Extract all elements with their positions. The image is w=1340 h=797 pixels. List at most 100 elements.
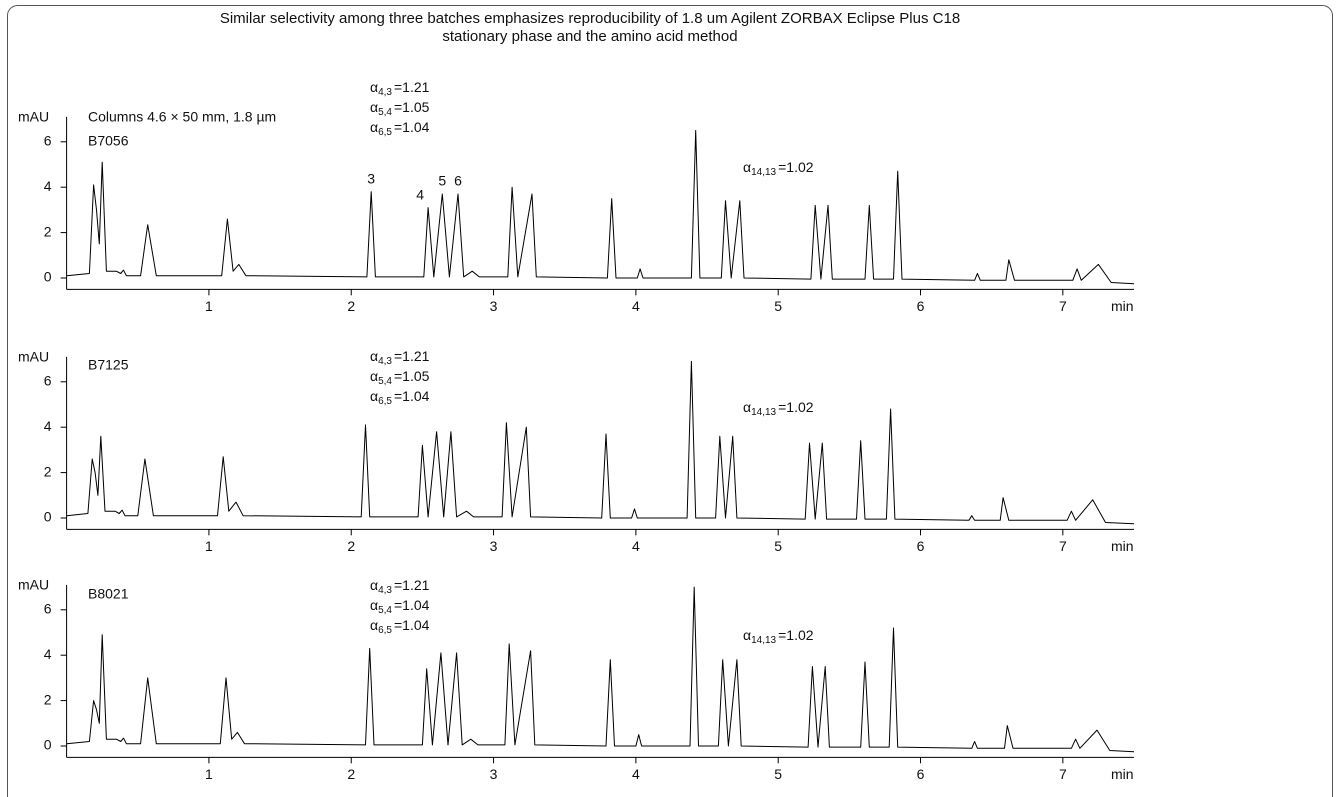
x-tick-label: 7 — [1059, 538, 1067, 554]
alpha-value: =1.02 — [778, 627, 814, 643]
x-tick-label: 4 — [632, 538, 640, 554]
chromatogram-line — [66, 586, 1135, 753]
y-tick-label: 4 — [44, 418, 52, 434]
alpha-symbol: α — [370, 577, 378, 593]
x-tick-label: 5 — [774, 538, 782, 554]
alpha-symbol: α — [370, 99, 378, 115]
alpha-subscript: 5,4 — [378, 107, 392, 118]
selectivity-annotation: α4,3 =1.21 — [370, 577, 430, 596]
selectivity-annotation: α14,13 =1.02 — [743, 627, 814, 646]
x-tick-label: 7 — [1059, 298, 1067, 314]
series-name: B7056 — [88, 133, 129, 149]
x-tick-label: 4 — [632, 766, 640, 782]
x-tick-label: 3 — [490, 766, 498, 782]
alpha-symbol: α — [370, 348, 378, 364]
x-tick-label: 6 — [917, 766, 925, 782]
x-axis-label: min — [1111, 766, 1134, 782]
selectivity-annotation: α5,4 =1.04 — [370, 597, 430, 616]
selectivity-annotation: α6,5 =1.04 — [370, 388, 430, 407]
y-tick-label: 2 — [44, 691, 52, 707]
x-tick-label: 6 — [917, 538, 925, 554]
alpha-symbol: α — [743, 159, 751, 175]
x-tick-label: 1 — [205, 766, 213, 782]
alpha-subscript: 5,4 — [378, 605, 392, 616]
x-tick-label: 4 — [632, 298, 640, 314]
alpha-value: =1.21 — [394, 79, 430, 95]
chart-title: stationary phase and the amino acid meth… — [442, 28, 737, 45]
peak-label: 4 — [416, 186, 424, 202]
y-tick-label: 2 — [44, 463, 52, 479]
alpha-value: =1.04 — [394, 617, 430, 633]
alpha-subscript: 14,13 — [751, 167, 776, 178]
chromatogram-line — [66, 130, 1135, 285]
y-tick-label: 4 — [44, 178, 52, 194]
y-tick-label: 4 — [44, 646, 52, 662]
peak-label: 3 — [367, 170, 375, 186]
peak-label: 6 — [454, 173, 462, 189]
alpha-symbol: α — [743, 627, 751, 643]
selectivity-annotation: α14,13 =1.02 — [743, 399, 814, 418]
selectivity-annotation: α4,3 =1.21 — [370, 348, 430, 367]
x-tick-label: 6 — [917, 298, 925, 314]
alpha-value: =1.02 — [778, 399, 814, 415]
alpha-symbol: α — [370, 388, 378, 404]
y-tick-label: 0 — [44, 269, 52, 285]
x-tick-label: 7 — [1059, 766, 1067, 782]
chart-title: Similar selectivity among three batches … — [220, 10, 960, 27]
x-tick-label: 5 — [774, 766, 782, 782]
column-note: Columns 4.6 × 50 mm, 1.8 µm — [88, 109, 276, 125]
peak-label: 5 — [438, 173, 446, 189]
y-axis-label: mAU — [18, 349, 49, 365]
alpha-value: =1.21 — [394, 348, 430, 364]
alpha-value: =1.05 — [394, 99, 430, 115]
alpha-value: =1.05 — [394, 368, 430, 384]
alpha-value: =1.04 — [394, 119, 430, 135]
y-tick-label: 2 — [44, 223, 52, 239]
alpha-symbol: α — [370, 368, 378, 384]
alpha-subscript: 6,5 — [378, 625, 392, 636]
frame — [7, 5, 1333, 797]
alpha-subscript: 14,13 — [751, 635, 776, 646]
alpha-symbol: α — [370, 119, 378, 135]
alpha-symbol: α — [370, 79, 378, 95]
x-tick-label: 2 — [347, 766, 355, 782]
series-name: B7125 — [88, 357, 129, 373]
selectivity-annotation: α5,4 =1.05 — [370, 368, 430, 387]
alpha-subscript: 14,13 — [751, 407, 776, 418]
x-tick-label: 1 — [205, 298, 213, 314]
alpha-value: =1.02 — [778, 159, 814, 175]
y-tick-label: 0 — [44, 737, 52, 753]
y-tick-label: 6 — [44, 133, 52, 149]
y-tick-label: 6 — [44, 601, 52, 617]
alpha-value: =1.04 — [394, 597, 430, 613]
alpha-subscript: 4,3 — [378, 87, 392, 98]
alpha-value: =1.04 — [394, 388, 430, 404]
alpha-subscript: 4,3 — [378, 585, 392, 596]
selectivity-annotation: α14,13 =1.02 — [743, 159, 814, 178]
series-name: B8021 — [88, 586, 129, 602]
x-axis-label: min — [1111, 538, 1134, 554]
x-tick-label: 5 — [774, 298, 782, 314]
y-axis-label: mAU — [18, 109, 49, 125]
alpha-value: =1.21 — [394, 577, 430, 593]
chromatogram-line — [66, 360, 1135, 525]
x-axis-label: min — [1111, 298, 1134, 314]
selectivity-annotation: α5,4 =1.05 — [370, 99, 430, 118]
selectivity-annotation: α6,5 =1.04 — [370, 119, 430, 138]
x-tick-label: 3 — [490, 538, 498, 554]
selectivity-annotation: α6,5 =1.04 — [370, 617, 430, 636]
alpha-subscript: 6,5 — [378, 396, 392, 407]
x-tick-label: 3 — [490, 298, 498, 314]
x-tick-label: 2 — [347, 298, 355, 314]
x-tick-label: 2 — [347, 538, 355, 554]
alpha-symbol: α — [370, 597, 378, 613]
y-tick-label: 6 — [44, 373, 52, 389]
alpha-subscript: 6,5 — [378, 127, 392, 138]
y-axis-label: mAU — [18, 577, 49, 593]
alpha-symbol: α — [370, 617, 378, 633]
alpha-subscript: 5,4 — [378, 376, 392, 387]
selectivity-annotation: α4,3 =1.21 — [370, 79, 430, 98]
y-tick-label: 0 — [44, 509, 52, 525]
